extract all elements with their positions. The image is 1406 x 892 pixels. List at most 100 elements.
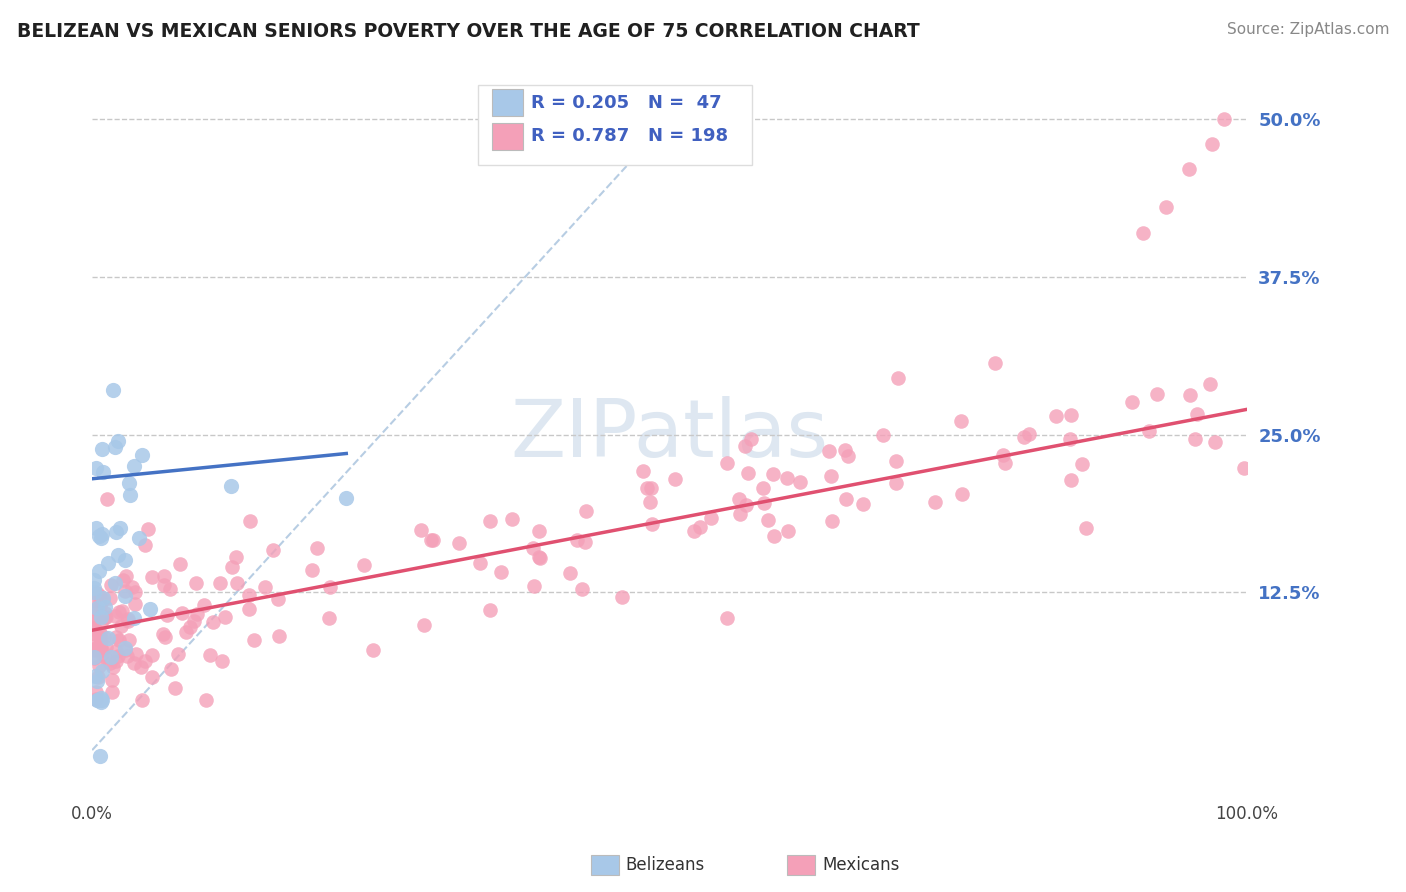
Point: [84, 627, 107, 641]
Point: [184, 576, 207, 591]
Point: [90, 531, 112, 545]
Point: [83, 621, 105, 635]
Point: [837, 449, 859, 463]
Point: [96, 631, 118, 645]
Point: [94, 640, 117, 654]
Point: [266, 591, 288, 606]
Point: [107, 648, 129, 663]
Point: [100, 578, 122, 592]
Point: [152, 578, 174, 592]
Point: [762, 529, 785, 543]
Point: [83, 643, 105, 657]
Point: [84, 461, 107, 475]
Point: [641, 516, 664, 531]
Point: [131, 448, 153, 462]
Point: [91, 592, 114, 607]
Point: [84, 521, 107, 535]
Point: [86, 600, 108, 615]
Point: [93, 630, 115, 644]
Point: [409, 523, 432, 537]
Text: R = 0.205   N =  47: R = 0.205 N = 47: [531, 94, 723, 112]
Point: [83, 573, 105, 587]
Point: [202, 615, 225, 629]
Point: [211, 654, 233, 668]
Point: [84, 669, 107, 683]
Point: [134, 653, 156, 667]
Point: [419, 533, 441, 548]
Point: [1012, 430, 1035, 444]
Point: [1178, 162, 1201, 177]
Point: [107, 549, 129, 563]
Point: [214, 609, 236, 624]
Point: [83, 642, 105, 657]
Point: [89, 593, 111, 607]
Point: [105, 654, 128, 668]
Point: [87, 692, 110, 706]
Point: [83, 581, 105, 595]
Point: [1184, 433, 1206, 447]
Point: [776, 524, 799, 538]
Point: [172, 606, 194, 620]
Point: [242, 633, 264, 648]
Point: [97, 557, 120, 571]
Point: [219, 478, 242, 492]
Point: [89, 749, 111, 764]
Point: [174, 625, 197, 640]
Point: [267, 629, 290, 643]
Point: [114, 589, 136, 603]
Point: [118, 632, 141, 647]
Point: [468, 556, 491, 570]
Point: [575, 504, 598, 518]
Point: [124, 585, 146, 599]
Point: [98, 591, 121, 605]
Point: [730, 507, 752, 521]
Point: [89, 641, 111, 656]
Point: [984, 356, 1007, 370]
Point: [138, 522, 160, 536]
Point: [96, 491, 118, 506]
Point: [501, 512, 523, 526]
Point: [114, 552, 136, 566]
Point: [638, 495, 661, 509]
Point: [87, 529, 110, 543]
Point: [83, 641, 105, 656]
Point: [558, 566, 581, 580]
Point: [89, 659, 111, 673]
Point: [118, 475, 141, 490]
Point: [124, 647, 146, 661]
Point: [198, 648, 221, 663]
Point: [104, 630, 127, 644]
Point: [1018, 427, 1040, 442]
Point: [716, 610, 738, 624]
Point: [636, 481, 658, 495]
Point: [141, 570, 163, 584]
Point: [108, 521, 131, 535]
Point: [1154, 200, 1177, 214]
Point: [101, 660, 124, 674]
Point: [83, 614, 105, 628]
Point: [887, 371, 910, 385]
Point: [301, 563, 323, 577]
Point: [104, 440, 127, 454]
Point: [86, 586, 108, 600]
Point: [89, 626, 111, 640]
Point: [489, 565, 512, 579]
Point: [89, 690, 111, 705]
Point: [193, 598, 215, 612]
Point: [87, 670, 110, 684]
Point: [111, 604, 134, 618]
Point: [238, 602, 260, 616]
Point: [131, 692, 153, 706]
Point: [112, 573, 135, 587]
Point: [100, 649, 122, 664]
Point: [610, 591, 633, 605]
Point: [83, 594, 105, 608]
Point: [335, 491, 357, 505]
Point: [789, 475, 811, 489]
Point: [183, 615, 205, 629]
Point: [737, 466, 759, 480]
Point: [105, 524, 128, 539]
Point: [90, 442, 112, 456]
Point: [120, 488, 142, 502]
Point: [1074, 521, 1097, 535]
